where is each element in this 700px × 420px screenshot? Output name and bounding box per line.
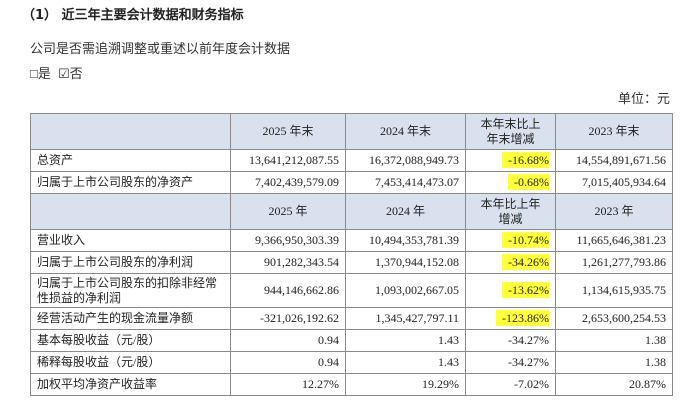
value-cell: 13,641,212,087.55: [230, 149, 346, 172]
value-cell: 944,146,662.86: [230, 273, 346, 308]
value-cell: 1.38: [555, 351, 673, 374]
row-label: 营业收入: [30, 229, 231, 252]
value-cell: 901,282,343.54: [230, 251, 346, 274]
row-label: 归属于上市公司股东的扣除非经常 性损益的净利润: [30, 273, 231, 308]
value-cell: 1,261,277,793.86: [555, 251, 673, 274]
row-label: 归属于上市公司股东的净资产: [30, 171, 231, 194]
data-row: 营业收入 9,366,950,303.39 10,494,353,781.39 -10…: [30, 229, 673, 252]
question: 公司是否需追溯调整或重述以前年度会计数据: [30, 41, 291, 56]
value-cell: 14,554,891,671.56: [555, 149, 673, 172]
option: ☑否: [58, 66, 83, 81]
row-label: 稀释每股收益（元/股）: [30, 351, 231, 374]
header-cell: [30, 193, 231, 230]
highlighted-value: -10.74%: [502, 232, 549, 248]
unit-label: 单位：元: [617, 91, 670, 106]
data-row: 总资产 13,641,212,087.55 16,372,088,949.73 -16…: [30, 149, 673, 172]
header-cell: 2025 年: [230, 193, 346, 230]
header-cell: [30, 113, 231, 150]
change-cell: -0.68%: [465, 171, 556, 194]
option: □是: [30, 66, 51, 81]
highlighted-value: -13.62%: [502, 282, 549, 298]
value-cell: 7,453,414,473.07: [345, 171, 466, 194]
value-cell: 0.94: [230, 351, 346, 374]
value-cell: 12.27%: [230, 373, 346, 396]
row-label: 加权平均净资产收益率: [30, 373, 231, 396]
highlighted-value: -0.68%: [508, 174, 549, 190]
row-label: 总资产: [30, 149, 231, 172]
header-cell: 2025 年末: [230, 113, 346, 150]
value-cell: -321,026,192.62: [230, 307, 346, 330]
options: □是 ☑否: [30, 63, 87, 82]
value-cell: 1,370,944,152.08: [345, 251, 466, 274]
value-cell: 10,494,353,781.39: [345, 229, 466, 252]
value-cell: -34.27%: [465, 351, 556, 374]
change-cell: -123.86%: [465, 307, 556, 330]
header-row: 2025 年 2024 年本年比上年 增减 2023 年: [30, 193, 673, 230]
value-cell: 19.29%: [345, 373, 466, 396]
value-cell: 9,366,950,303.39: [230, 229, 346, 252]
header-cell: 本年末比上 年末增减: [465, 113, 556, 150]
data-row: 归属于上市公司股东的净资产 7,402,439,579.09 7,453,414,4…: [30, 171, 673, 194]
highlighted-value: -16.68%: [502, 152, 549, 168]
financial-table: 2025 年末 2024 年末 本年末比上 年末增减 2023 年末 总资产 13,641…: [30, 113, 673, 396]
header-cell: 2024 年: [345, 193, 466, 230]
value-cell: -34.27%: [465, 329, 556, 352]
highlighted-value: -123.86%: [496, 310, 549, 326]
value-cell: 1,345,427,797.11: [345, 307, 466, 330]
change-cell: -16.68%: [465, 149, 556, 172]
header-cell: 本年比上年 增减: [465, 193, 556, 230]
change-cell: -34.26%: [465, 251, 556, 274]
change-cell: -13.62%: [465, 273, 556, 308]
row-label: 基本每股收益（元/股）: [30, 329, 231, 352]
data-row: 稀释每股收益（元/股） 0.94 1.43 -34.27% 1.38: [30, 351, 673, 374]
value-cell: 1.43: [345, 351, 466, 374]
row-label: 经营活动产生的现金流量净额: [30, 307, 231, 330]
header-cell: 2023 年末: [555, 113, 673, 150]
value-cell: 1,093,002,667.05: [345, 273, 466, 308]
value-cell: 7,402,439,579.09: [230, 171, 346, 194]
change-cell: -10.74%: [465, 229, 556, 252]
value-cell: 11,665,646,381.23: [555, 229, 673, 252]
row-label: 归属于上市公司股东的净利润: [30, 251, 231, 274]
value-cell: 20.87%: [555, 373, 673, 396]
header-cell: 2023 年: [555, 193, 673, 230]
data-row: 归属于上市公司股东的净利润 901,282,343.54 1,370,944,152…: [30, 251, 673, 274]
data-row: 经营活动产生的现金流量净额 -321,026,192.62 1,345,427,79…: [30, 307, 673, 330]
value-cell: 2,653,600,254.53: [555, 307, 673, 330]
data-row: 加权平均净资产收益率 12.27% 19.29% -7.02% 20.87%: [30, 373, 673, 396]
data-row: 归属于上市公司股东的扣除非经常 性损益的净利润 944,146,662.86 1,0…: [30, 273, 673, 308]
value-cell: 0.94: [230, 329, 346, 352]
section-heading: （1） 近三年主要会计数据和财务指标: [22, 8, 244, 23]
header-cell: 2024 年末: [345, 113, 466, 150]
value-cell: -7.02%: [465, 373, 556, 396]
header-row: 2025 年末 2024 年末 本年末比上 年末增减 2023 年末: [30, 113, 673, 150]
value-cell: 1.43: [345, 329, 466, 352]
data-row: 基本每股收益（元/股） 0.94 1.43 -34.27% 1.38: [30, 329, 673, 352]
value-cell: 1,134,615,935.75: [555, 273, 673, 308]
value-cell: 7,015,405,934.64: [555, 171, 673, 194]
value-cell: 1.38: [555, 329, 673, 352]
highlighted-value: -34.26%: [502, 254, 549, 270]
value-cell: 16,372,088,949.73: [345, 149, 466, 172]
